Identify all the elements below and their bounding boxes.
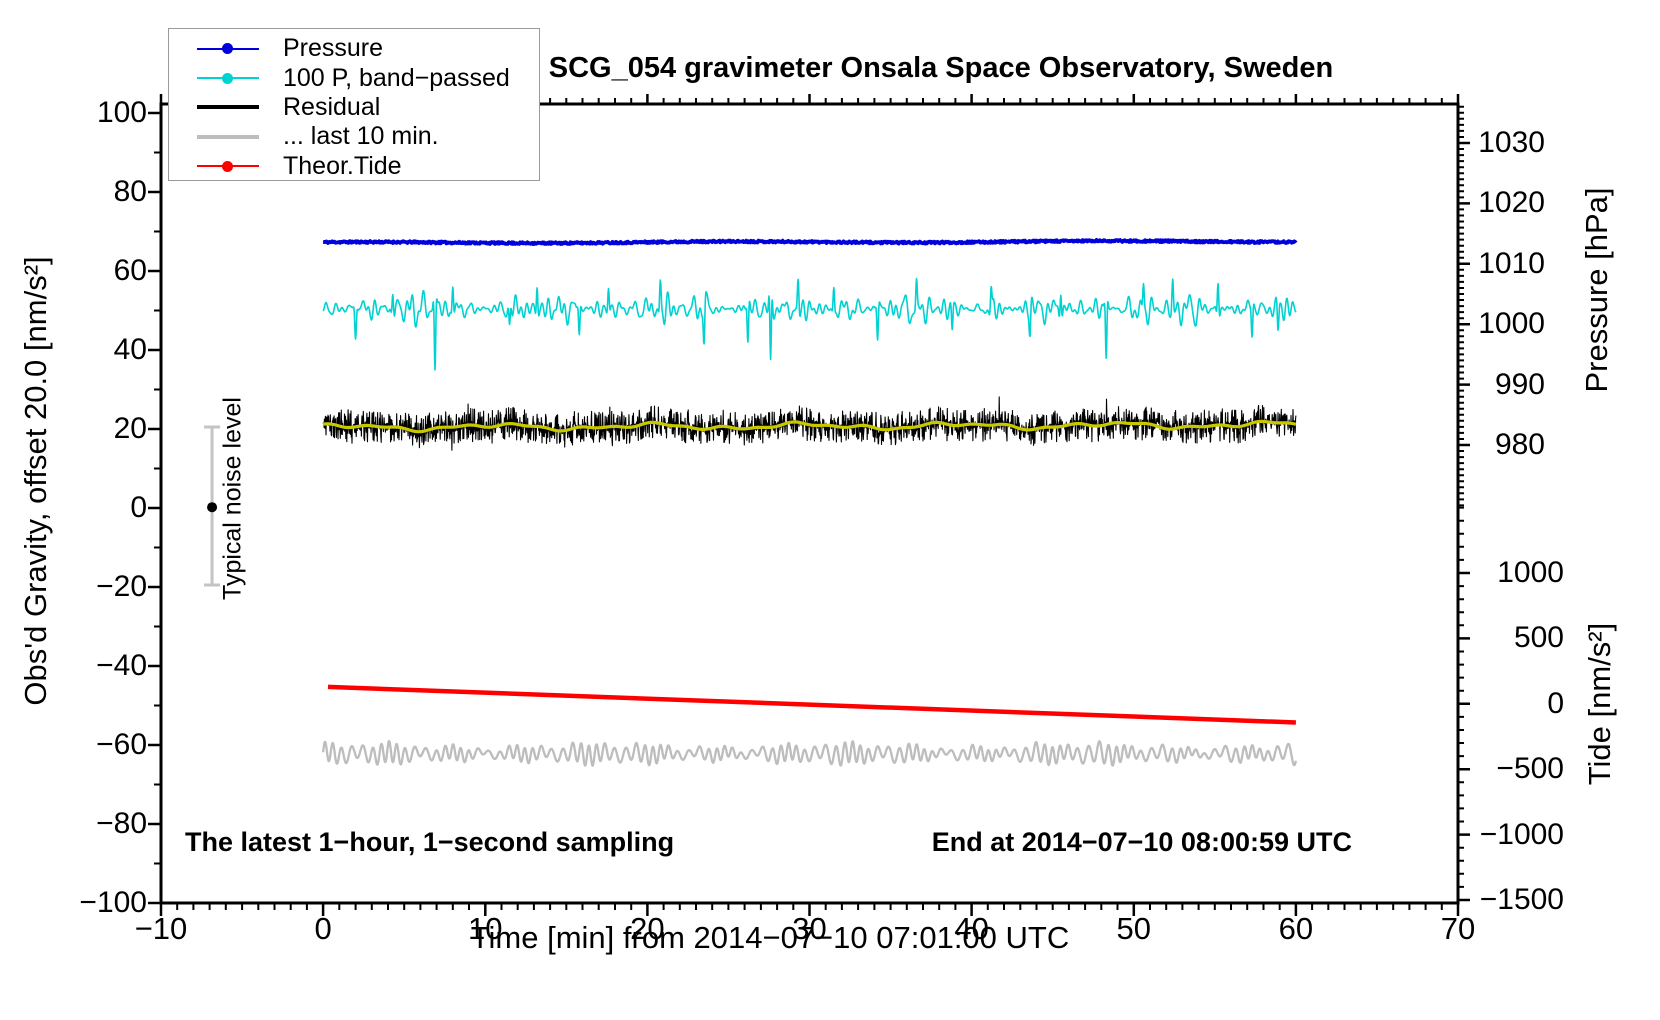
legend-item-label: Theor.Tide: [283, 151, 402, 180]
legend-swatch: [169, 63, 283, 92]
annotation-sampling: The latest 1−hour, 1−second sampling: [185, 827, 675, 857]
page-title: SCG_054 gravimeter Onsala Space Observat…: [548, 52, 1334, 84]
legend-item-label: ... last 10 min.: [283, 122, 439, 151]
y-tick-label: 0: [1547, 686, 1564, 720]
legend-item: 100 P, band−passed: [169, 63, 539, 92]
y-tick-label: 1000: [1497, 556, 1564, 589]
legend-swatch: [169, 34, 283, 63]
y-tick-label: 40: [113, 333, 147, 366]
y-tick-label: 1020: [1478, 186, 1545, 220]
x-tick-label: −10: [134, 911, 188, 946]
legend: Pressure 100 P, band−passed Residual... la…: [168, 28, 540, 181]
legend-item-label: Residual: [283, 92, 381, 121]
y-axis-label-gravity: Obs'd Gravity, offset 20.0 [nm/s²]: [18, 256, 53, 706]
x-tick-label: 50: [1116, 911, 1151, 946]
x-tick-label: 70: [1440, 911, 1476, 946]
y-tick-label: −100: [79, 886, 147, 919]
y-tick-label: 1010: [1478, 246, 1545, 280]
y-tick-label: 1000: [1478, 307, 1545, 341]
x-tick-label: 60: [1278, 911, 1314, 946]
y-tick-label: 0: [130, 491, 147, 524]
plot-frame: [159, 102, 1460, 905]
legend-dot-marker: [222, 43, 233, 55]
x-tick-label: 10: [468, 911, 503, 946]
series-path: [322, 238, 1298, 246]
y-tick-label: 980: [1494, 428, 1545, 461]
y-tick-label: −80: [96, 807, 147, 840]
series-path: [327, 684, 1296, 725]
y-tick-label: 20: [113, 412, 147, 445]
legend-swatch: [169, 122, 283, 151]
series-path: [322, 277, 1297, 371]
legend-swatch: [169, 152, 283, 181]
noise-level-dot: [207, 502, 218, 513]
x-tick-label: 30: [792, 911, 827, 946]
y-tick-label: −1500: [1479, 883, 1564, 916]
major-ticks: [148, 94, 1470, 916]
x-axis-label: Time [min] from 2014−07−10 07:01:00 UTC: [470, 920, 1070, 955]
y-axis-label-tide: Tide [nm/s²]: [1582, 622, 1617, 786]
legend-dot-marker: [222, 160, 233, 172]
y-tick-label: 500: [1513, 621, 1564, 655]
legend-item-label: 100 P, band−passed: [283, 63, 510, 92]
legend-dot-marker: [222, 72, 233, 84]
annotation-noise-level: Typical noise level: [218, 397, 247, 600]
y-tick-label: −500: [1496, 752, 1564, 786]
y-tick-label: −20: [96, 570, 147, 603]
y-tick-label: −1000: [1479, 817, 1564, 851]
x-tick-label: 0: [314, 911, 332, 946]
legend-line-sample: [197, 134, 259, 139]
y-tick-label: 80: [113, 175, 147, 208]
series-path: [322, 419, 1297, 434]
legend-item: ... last 10 min.: [169, 122, 539, 151]
annotation-end-time: End at 2014−07−10 08:00:59 UTC: [931, 827, 1352, 857]
x-tick-label: 20: [630, 911, 665, 946]
x-tick-label: 40: [954, 911, 989, 946]
y-tick-label: 990: [1494, 367, 1545, 401]
series-path: [321, 739, 1298, 767]
y-tick-label: −60: [96, 728, 147, 761]
legend-item: Theor.Tide: [169, 152, 539, 181]
minor-ticks: [154, 98, 1464, 910]
legend-item-label: Pressure: [283, 34, 384, 63]
y-tick-label: 60: [113, 254, 147, 287]
y-tick-label: −40: [96, 649, 147, 682]
legend-swatch: [169, 93, 283, 122]
legend-item: Residual: [169, 93, 539, 122]
y-tick-label: 1030: [1478, 126, 1545, 159]
legend-item: Pressure: [169, 34, 539, 63]
legend-line-sample: [197, 105, 259, 110]
y-tick-label: 100: [96, 96, 147, 129]
